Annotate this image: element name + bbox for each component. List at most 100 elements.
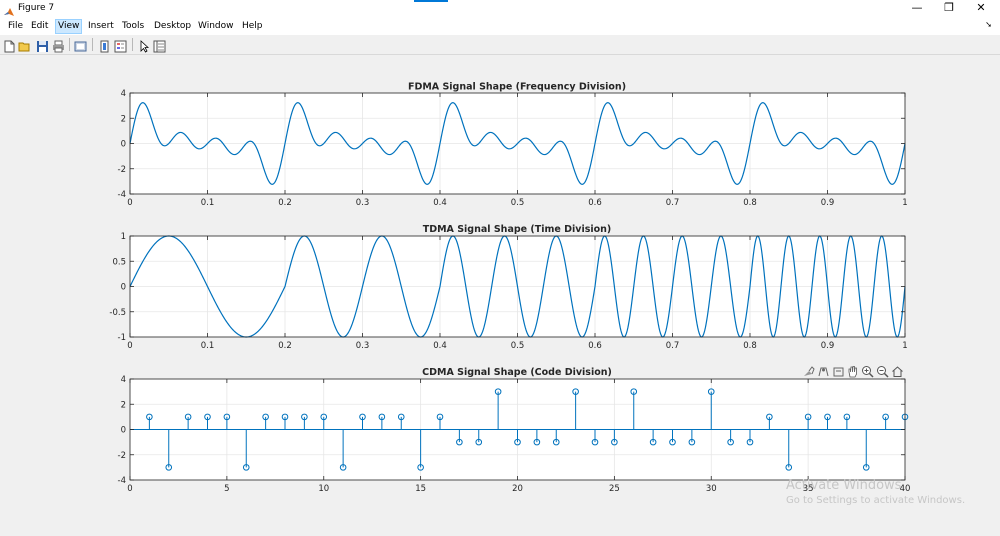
stem-marker (281, 413, 289, 421)
save-icon[interactable] (36, 38, 49, 52)
stem-marker (184, 413, 192, 421)
stem-marker (223, 413, 231, 421)
dock-figure-icon[interactable]: ➘ (985, 20, 992, 29)
pan-icon[interactable] (846, 363, 859, 378)
x-tick-label: 0.1 (201, 341, 215, 351)
x-tick-label: 0.4 (433, 198, 447, 208)
x-tick-label: 0.7 (666, 198, 680, 208)
subplot-cdma[interactable]: 0 5 10 15 20 25 30 35 40 -4 -2 0 2 4 CDMA Signal Shape… (118, 367, 911, 494)
menu-view[interactable]: View (55, 19, 83, 34)
y-tick-label: 1 (121, 232, 126, 242)
series-line (129, 102, 906, 185)
zoom-out-icon[interactable] (876, 363, 889, 378)
x-tick-label: 0.9 (821, 341, 835, 351)
x-tick-label: 0 (127, 198, 132, 208)
stem-marker (320, 413, 328, 421)
insert-colorbar-icon[interactable] (98, 38, 111, 53)
stem-marker (824, 413, 831, 421)
x-tick-label: 0.6 (588, 198, 602, 208)
x-tick-label: 0.4 (433, 341, 447, 351)
stem-marker (397, 413, 405, 421)
y-tick-label: -4 (118, 476, 126, 486)
x-tick-label: 0.5 (511, 198, 525, 208)
stem-marker (436, 413, 444, 421)
maximize-button[interactable]: ❐ (944, 1, 954, 14)
y-tick-label: -4 (118, 190, 126, 200)
stem-marker (378, 413, 386, 421)
y-tick-label: -2 (118, 451, 126, 461)
x-tick-label: 35 (803, 484, 814, 494)
minimize-button[interactable]: — (911, 1, 923, 14)
x-tick-label: 0.2 (278, 341, 292, 351)
menu-tools[interactable]: Tools (122, 21, 145, 31)
stem-marker (746, 438, 754, 446)
property-inspector-icon[interactable] (153, 38, 166, 53)
menu-file[interactable]: File (8, 21, 24, 31)
stem-marker (514, 438, 521, 446)
menu-desktop[interactable]: Desktop (154, 21, 192, 31)
stem-marker (630, 388, 638, 395)
new-figure-icon[interactable] (3, 38, 16, 53)
x-tick-label: 0.5 (511, 341, 525, 351)
export-icon[interactable] (832, 363, 845, 377)
stem-marker (552, 438, 560, 446)
stem-marker (882, 413, 889, 421)
stem-marker (707, 388, 715, 395)
x-tick-label: 10 (318, 484, 329, 494)
brush-icon[interactable] (802, 363, 815, 376)
menu-help[interactable]: Help (242, 21, 263, 31)
window-titlebar: Figure 7 — ❐ ✕ (0, 0, 1000, 18)
activation-watermark-title: Activate Windows (786, 478, 902, 493)
close-button[interactable]: ✕ (976, 1, 986, 14)
x-tick-label: 0.6 (588, 341, 602, 351)
edit-plot-icon[interactable] (138, 38, 151, 53)
stem-marker (688, 438, 696, 446)
stem-marker (804, 413, 812, 421)
stem-marker (475, 438, 483, 446)
x-tick-label: 0.8 (743, 341, 757, 351)
stem-marker (339, 464, 347, 471)
stem-marker (456, 438, 463, 446)
y-tick-label: 4 (121, 89, 126, 99)
stem-marker (843, 413, 851, 421)
open-file-icon[interactable] (18, 38, 31, 52)
x-tick-label: 0.3 (356, 341, 370, 351)
x-tick-label: 30 (706, 484, 717, 494)
subplot-fdma[interactable]: 0 0.1 0.2 0.3 0.4 0.5 0.6 0.7 0.8 0.9 1 -4 -2 0 2 4 FDMA… (118, 82, 908, 209)
tdma-plot-title: TDMA Signal Shape (Time Division) (423, 224, 612, 235)
stem-marker (494, 388, 502, 395)
stem-marker (669, 438, 676, 446)
subplot-tdma[interactable]: 0 0.1 0.2 0.3 0.4 0.5 0.6 0.7 0.8 0.9 1 -1 -0.5 0 0.5 1… (109, 224, 907, 351)
stem-marker (146, 413, 153, 421)
data-tips-icon[interactable] (817, 363, 830, 377)
zoom-in-icon[interactable] (861, 363, 874, 378)
stem-marker (649, 438, 657, 446)
x-tick-label: 5 (224, 484, 229, 494)
menu-window[interactable]: Window (198, 21, 234, 31)
figure-plots: 0 0.1 0.2 0.3 0.4 0.5 0.6 0.7 0.8 0.9 1 -4 -2 0 2 4 FDMA… (109, 82, 911, 495)
y-tick-label: 2 (121, 114, 126, 124)
insert-legend-icon[interactable] (114, 38, 127, 53)
stem-marker (785, 464, 793, 471)
menu-insert[interactable]: Insert (88, 21, 114, 31)
x-tick-label: 15 (415, 484, 426, 494)
y-tick-label: 0.5 (112, 257, 126, 267)
print-preview-icon[interactable] (74, 38, 87, 52)
y-tick-label: 0 (121, 426, 126, 436)
menu-bar: File Edit View Insert Tools Desktop Wind… (0, 18, 1000, 35)
y-tick-label: -1 (118, 333, 126, 343)
x-tick-label: 1 (902, 341, 907, 351)
cdma-plot-title: CDMA Signal Shape (Code Division) (422, 367, 612, 378)
stem-marker (242, 464, 250, 471)
home-icon[interactable] (891, 363, 904, 377)
x-tick-label: 0.1 (201, 198, 215, 208)
stem-marker (359, 413, 366, 421)
x-tick-label: 0.8 (743, 198, 757, 208)
axes-toolbar (802, 363, 906, 378)
print-icon[interactable] (52, 38, 65, 53)
menu-edit[interactable]: Edit (31, 21, 49, 31)
y-tick-label: -2 (118, 165, 126, 175)
x-tick-label: 20 (512, 484, 523, 494)
y-tick-label: 0 (121, 140, 126, 150)
x-tick-label: 0.2 (278, 198, 292, 208)
